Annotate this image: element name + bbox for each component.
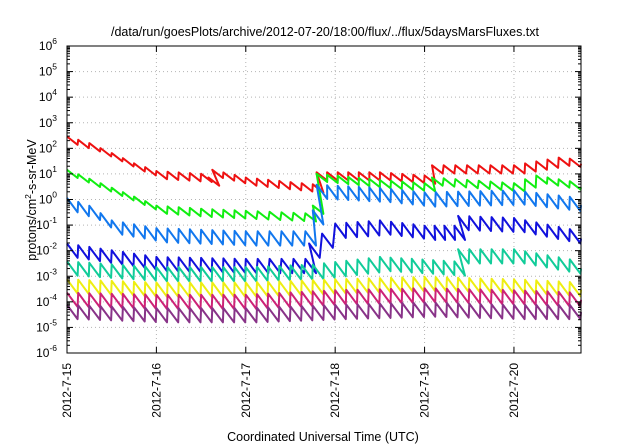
series-line-3 [66, 183, 582, 247]
x-tick-label: 2012-7-15 [60, 363, 74, 418]
series-line-2 [66, 169, 582, 223]
y-tick-exponent: -5 [49, 317, 57, 327]
x-tick-label: 2012-7-19 [418, 363, 432, 418]
series-line-1 [66, 135, 582, 194]
series-line-6 [66, 275, 582, 298]
y-tick-base: 10 [36, 269, 50, 283]
y-tick-base: 10 [39, 141, 53, 155]
y-tick-base: 10 [39, 116, 53, 130]
y-tick-exponent: 3 [52, 113, 57, 123]
y-tick-label: 103 [39, 113, 57, 130]
y-tick-label: 102 [39, 138, 57, 155]
y-tick-base: 10 [39, 167, 53, 181]
y-tick-exponent: -4 [49, 292, 57, 302]
y-tick-label: 10-5 [36, 317, 57, 334]
y-axis-label-suffix: -s-sr-MeV [25, 139, 39, 195]
y-tick-exponent: 6 [52, 36, 57, 46]
chart-title: /data/run/goesPlots/archive/2012-07-20/1… [111, 25, 540, 39]
y-tick-exponent: 0 [52, 190, 57, 200]
x-tick-label: 2012-7-20 [507, 363, 521, 418]
series-line-7 [66, 287, 582, 310]
y-tick-exponent: 5 [52, 62, 57, 72]
x-axis-ticks: 2012-7-15 2012-7-16 2012-7-17 2012-7-18 2012… [60, 46, 521, 418]
series-lines [66, 135, 582, 324]
y-tick-base: 10 [39, 193, 53, 207]
y-tick-label: 10-2 [36, 241, 57, 258]
y-tick-base: 10 [39, 90, 53, 104]
y-tick-label: 10-4 [36, 292, 57, 309]
y-tick-label: 105 [39, 62, 57, 79]
y-tick-base: 10 [36, 320, 50, 334]
y-tick-label: 10-3 [36, 266, 57, 283]
y-tick-label: 10-6 [36, 343, 57, 360]
y-tick-base: 10 [39, 39, 53, 53]
y-tick-exponent: -2 [49, 241, 57, 251]
x-tick-label: 2012-7-18 [328, 363, 342, 418]
x-tick-label: 2012-7-17 [239, 363, 253, 418]
series-line-4 [66, 214, 582, 275]
y-tick-base: 10 [36, 244, 50, 258]
y-tick-label: 106 [39, 36, 57, 53]
y-tick-label: 104 [39, 87, 57, 104]
y-tick-exponent: 4 [52, 87, 57, 97]
y-tick-base: 10 [36, 346, 50, 360]
x-tick-label: 2012-7-16 [149, 363, 163, 418]
y-axis-label-prefix: protons/cm [25, 199, 39, 261]
y-tick-exponent: 2 [52, 138, 57, 148]
y-tick-label: 101 [39, 164, 57, 181]
x-axis-label: Coordinated Universal Time (UTC) [227, 430, 419, 444]
series-line-5 [66, 248, 582, 283]
y-tick-label: 10-1 [36, 215, 57, 232]
y-tick-exponent: 1 [52, 164, 57, 174]
grid-lines [67, 46, 581, 353]
y-axis-label: protons/cm2-s-sr-MeV [23, 139, 39, 261]
y-tick-label: 100 [39, 190, 57, 207]
y-tick-base: 10 [36, 218, 50, 232]
series-line-8 [66, 301, 582, 324]
y-tick-exponent: -1 [49, 215, 57, 225]
y-tick-base: 10 [36, 295, 50, 309]
y-tick-exponent: -3 [49, 266, 57, 276]
y-axis-label-superscript: 2 [23, 194, 33, 199]
y-tick-exponent: -6 [49, 343, 57, 353]
y-tick-base: 10 [39, 65, 53, 79]
y-axis-ticks: 10-610-510-410-310-210-11001011021031041… [36, 36, 581, 360]
